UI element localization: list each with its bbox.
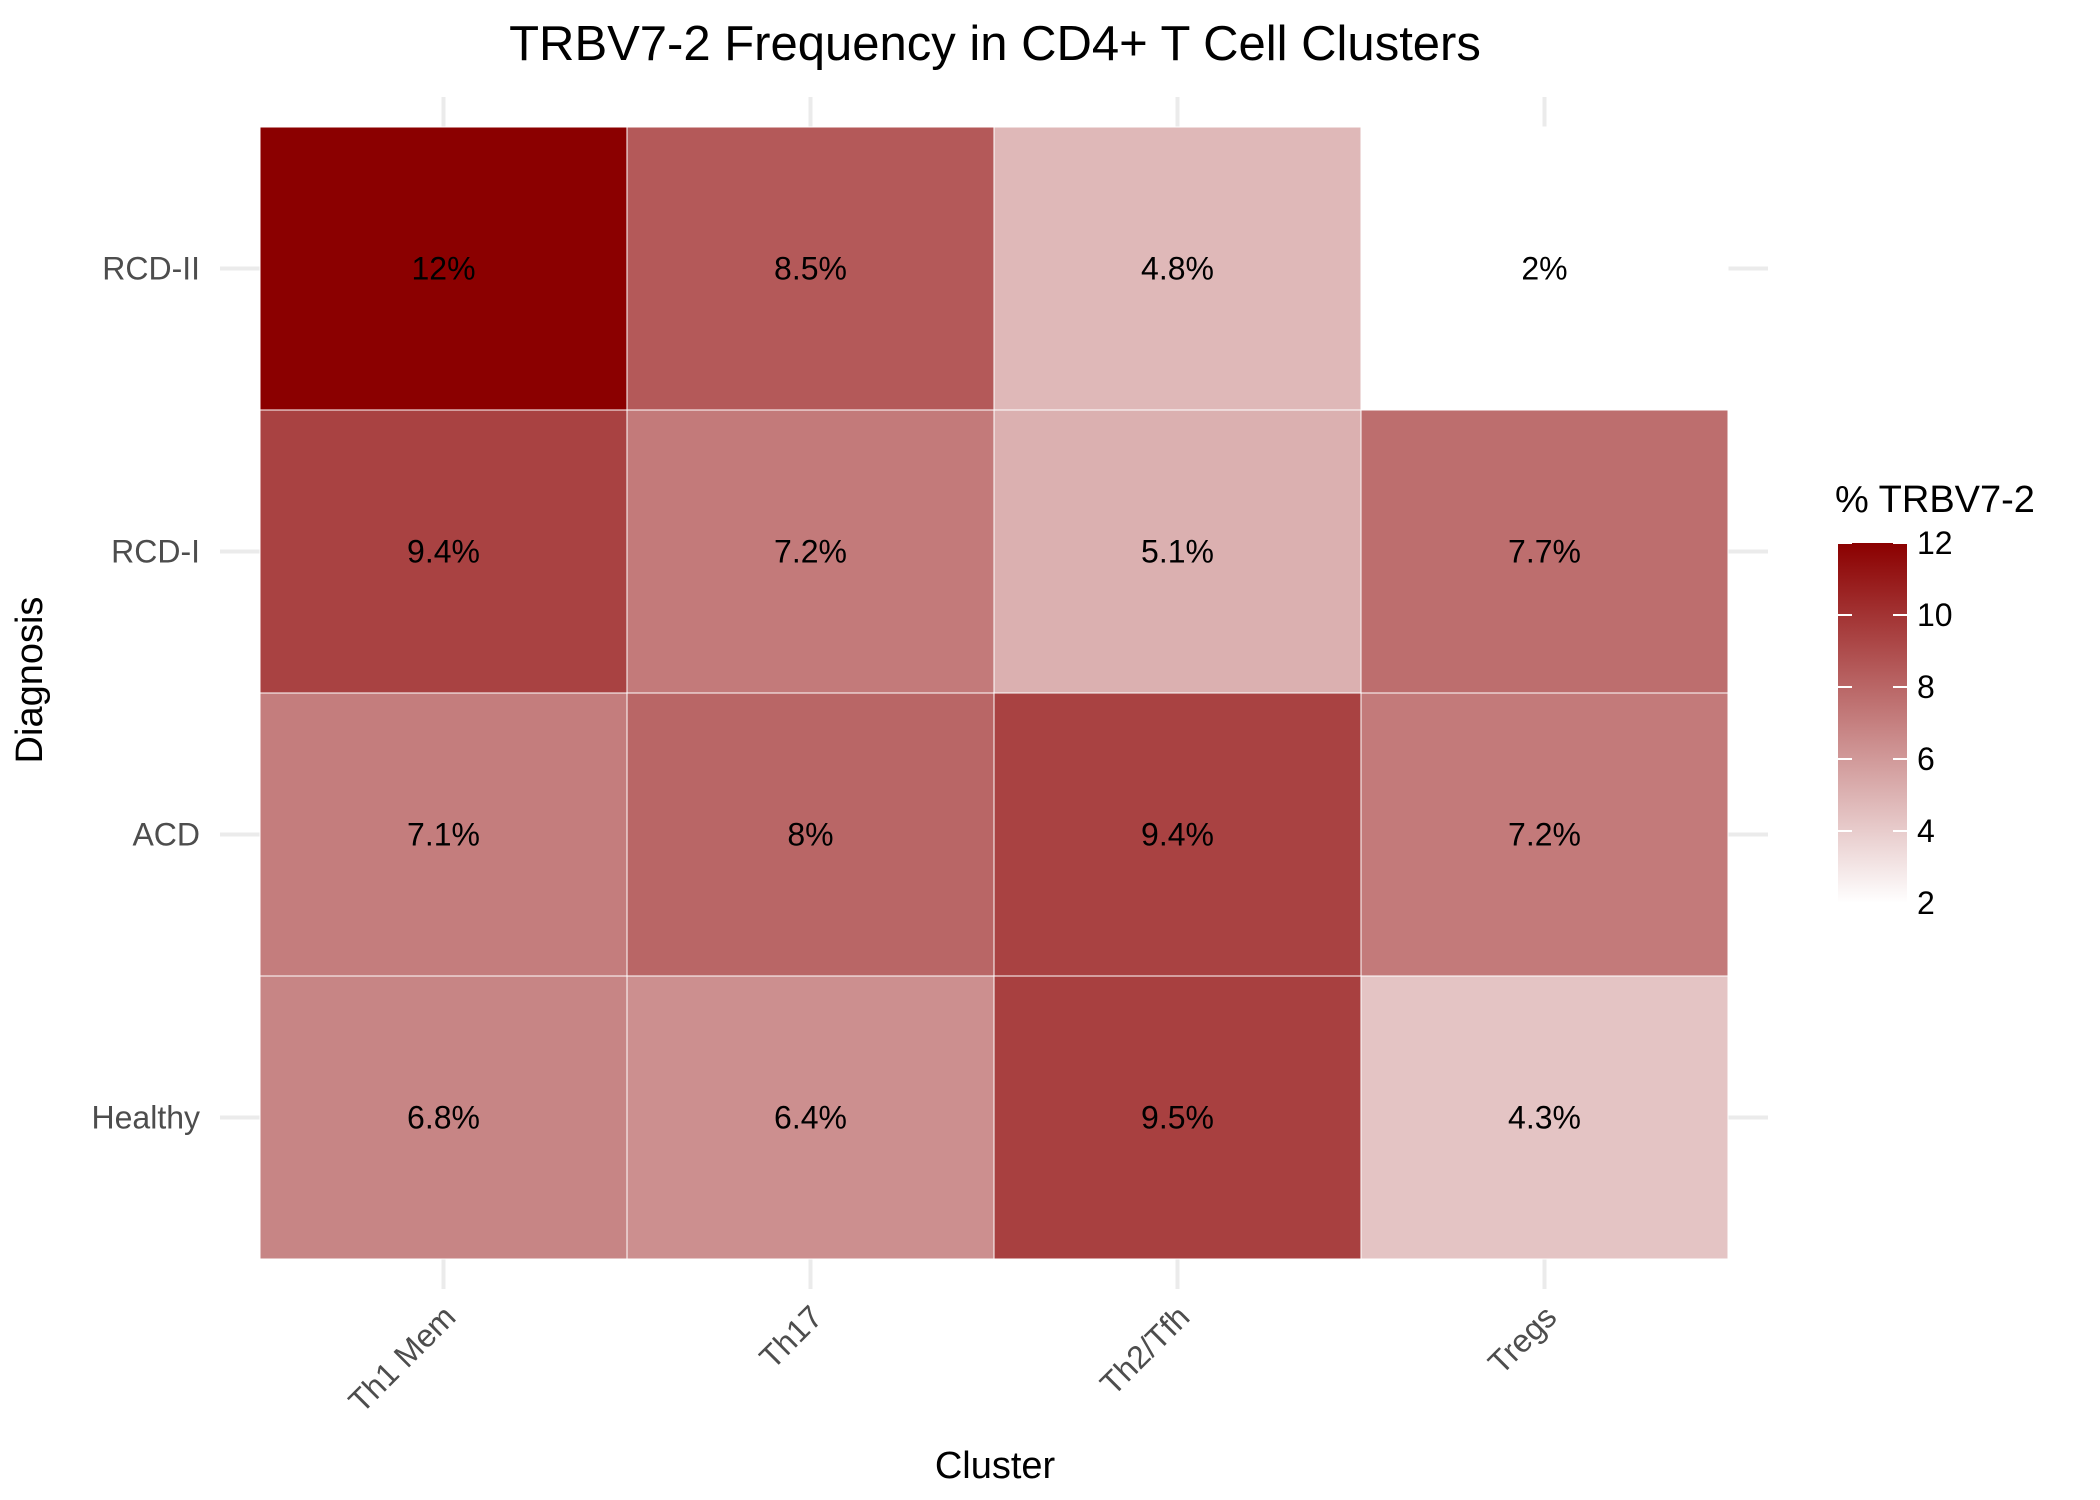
cell-healthy-th1-mem (259, 975, 628, 1260)
cell-healthy-th17 (626, 975, 995, 1260)
legend-colorbar (1838, 543, 1907, 903)
chart-title: TRBV7-2 Frequency in CD4+ T Cell Cluster… (509, 17, 1481, 71)
cell-label-healthy-tregs: 4.3% (1508, 1100, 1581, 1136)
cell-labels: 12% 8.5% 4.8% 2% 9.4% 7.2% 5.1% 7.7% 7.1% 8% 9.4% 7… (407, 251, 1581, 1136)
cell-rcd-ii-th17 (626, 126, 995, 411)
y-tick-healthy: Healthy (92, 1100, 201, 1136)
legend-tick-label-4: 4 (1917, 813, 1935, 849)
cell-label-rcd-i-th2-tfh: 5.1% (1141, 534, 1214, 570)
cell-rcd-ii-tregs (1360, 126, 1729, 411)
legend-tick-label-12: 12 (1917, 525, 1953, 561)
cell-acd-th2-tfh (993, 692, 1362, 977)
x-tick-th2-tfh: Th2/Tfh (1093, 1298, 1196, 1401)
y-tick-rcd-ii: RCD-II (102, 251, 200, 287)
cell-label-healthy-th17: 6.4% (774, 1100, 847, 1136)
cell-label-healthy-th2-tfh: 9.5% (1141, 1100, 1214, 1136)
legend-title: % TRBV7-2 (1835, 479, 2035, 521)
legend-ticks: 2 4 6 8 10 12 (1838, 525, 1953, 921)
legend-tick-label-6: 6 (1917, 741, 1935, 777)
x-tick-th17: Th17 (752, 1298, 829, 1375)
legend-tick-label-2: 2 (1917, 885, 1935, 921)
cell-rcd-i-th17 (626, 409, 995, 694)
cell-rcd-i-th2-tfh (993, 409, 1362, 694)
cell-rcd-i-tregs (1360, 409, 1729, 694)
cell-rcd-ii-th1-mem (259, 126, 628, 411)
cell-label-healthy-th1-mem: 6.8% (407, 1100, 480, 1136)
legend-tick-label-10: 10 (1917, 597, 1953, 633)
legend-tick-label-8: 8 (1917, 669, 1935, 705)
x-axis-title: Cluster (935, 1445, 1056, 1487)
y-tick-acd: ACD (132, 817, 200, 853)
cell-label-rcd-ii-th1-mem: 12% (411, 251, 475, 287)
cell-acd-tregs (1360, 692, 1729, 977)
cell-healthy-th2-tfh (993, 975, 1362, 1260)
cell-healthy-tregs (1360, 975, 1729, 1260)
cell-label-rcd-ii-th17: 8.5% (774, 251, 847, 287)
y-axis-title: Diagnosis (9, 597, 51, 764)
cell-label-acd-th1-mem: 7.1% (407, 817, 480, 853)
heatmap-cells (259, 126, 1729, 1260)
cell-label-rcd-i-tregs: 7.7% (1508, 534, 1581, 570)
x-tick-th1-mem: Th1 Mem (341, 1298, 462, 1419)
cell-rcd-ii-th2-tfh (993, 126, 1362, 411)
cell-label-acd-th2-tfh: 9.4% (1141, 817, 1214, 853)
cell-label-acd-tregs: 7.2% (1508, 817, 1581, 853)
cell-label-rcd-ii-tregs: 2% (1521, 251, 1567, 287)
cell-label-rcd-ii-th2-tfh: 4.8% (1141, 251, 1214, 287)
y-tick-rcd-i: RCD-I (111, 534, 200, 570)
x-tick-tregs: Tregs (1481, 1298, 1563, 1380)
cell-rcd-i-th1-mem (259, 409, 628, 694)
cell-label-acd-th17: 8% (787, 817, 833, 853)
cell-label-rcd-i-th17: 7.2% (774, 534, 847, 570)
cell-label-rcd-i-th1-mem: 9.4% (407, 534, 480, 570)
color-legend: % TRBV7-2 2 4 6 8 10 12 (1835, 479, 2035, 921)
